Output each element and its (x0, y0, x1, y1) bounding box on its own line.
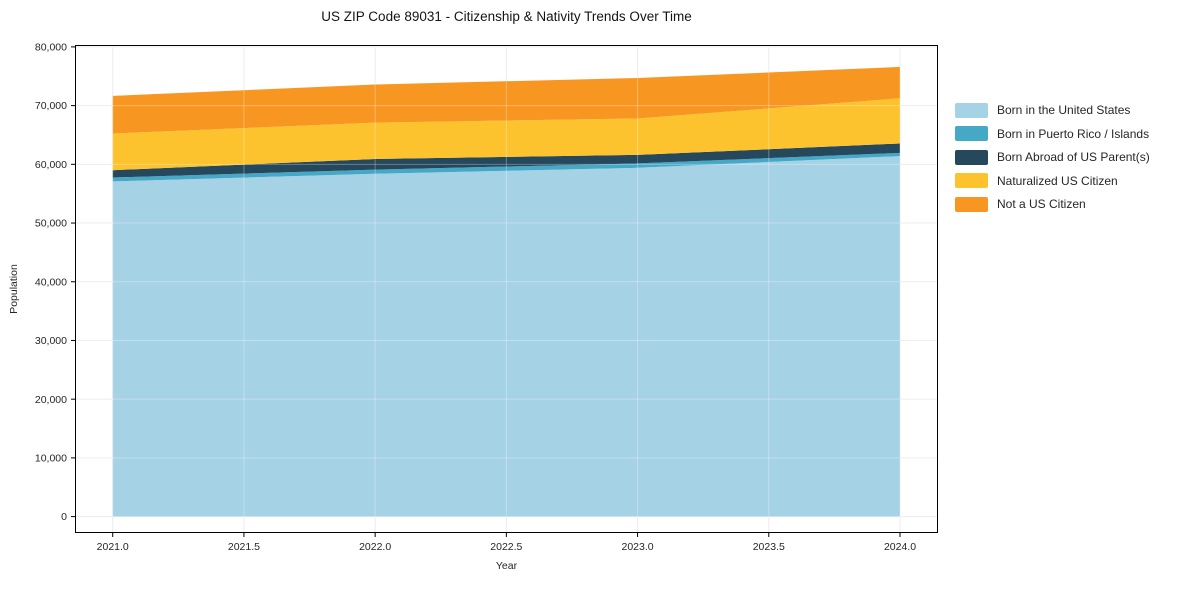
y-tick-label: 20,000 (35, 394, 67, 406)
y-tick-label: 80,000 (35, 42, 67, 54)
x-tick-label: 2021.5 (228, 541, 260, 553)
area-born-abroad-of-us-parent-s (112, 143, 900, 178)
legend-swatch (955, 102, 988, 118)
x-tick-label: 2021.0 (97, 541, 129, 553)
legend-label: Born in Puerto Rico / Islands (997, 126, 1150, 141)
legend-label: Born in the United States (997, 103, 1131, 117)
y-tick-label: 40,000 (35, 276, 67, 288)
legend-swatch (955, 173, 988, 188)
legend-label: Born Abroad of US Parent(s) (997, 150, 1150, 164)
y-tick-label: 70,000 (35, 100, 67, 112)
y-tick-label: 30,000 (35, 335, 67, 347)
legend-label: Naturalized US Citizen (997, 173, 1118, 188)
legend-item-born-in-puerto-rico-islands: Born in Puerto Rico / Islands (955, 126, 1150, 142)
x-tick-label: 2022.5 (490, 541, 522, 553)
legend-swatch (955, 196, 988, 212)
area-born-in-puerto-rico-islands (112, 152, 900, 182)
y-tick-label: 10,000 (35, 452, 67, 464)
y-tick-label: 60,000 (35, 159, 67, 171)
chart-title: US ZIP Code 89031 - Citizenship & Nativi… (321, 9, 692, 24)
area-naturalized-us-citizen (112, 98, 900, 171)
y-tick-label: 50,000 (35, 218, 67, 230)
area-not-a-us-citizen (112, 66, 900, 134)
y-tick-label: 0 (61, 511, 67, 523)
legend-item-born-in-the-united-states: Born in the United States (955, 102, 1150, 118)
legend-swatch (955, 149, 988, 165)
area-born-in-the-united-states (112, 156, 900, 517)
x-tick-label: 2024.0 (884, 541, 916, 553)
y-axis-label: Population (8, 264, 20, 314)
plot-border (75, 45, 938, 533)
legend-swatch (955, 126, 988, 141)
legend-item-born-abroad-of-us-parent-s: Born Abroad of US Parent(s) (955, 149, 1150, 165)
legend-label: Not a US Citizen (997, 197, 1086, 211)
legend: Born in the United States Born in Puerto … (955, 102, 1150, 212)
legend-item-naturalized-us-citizen: Naturalized US Citizen (955, 173, 1150, 189)
x-axis-label: Year (495, 560, 518, 572)
legend-item-not-a-us-citizen: Not a US Citizen (955, 196, 1150, 212)
x-tick-label: 2022.0 (359, 541, 391, 553)
x-tick-label: 2023.0 (622, 541, 654, 553)
x-tick-label: 2023.5 (753, 541, 785, 553)
